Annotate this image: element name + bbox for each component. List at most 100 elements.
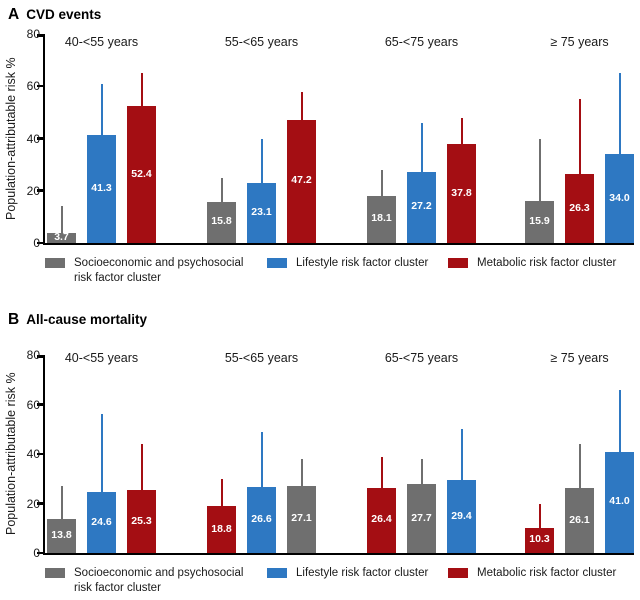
error-bar — [460, 117, 463, 150]
bar-metabolic: 47.2 — [287, 119, 316, 243]
error-bar — [420, 122, 423, 177]
legend-label: Metabolic risk factor cluster — [477, 567, 617, 579]
error-bar — [578, 444, 581, 494]
bar-value-label: 26.3 — [569, 201, 590, 214]
y-axis-tick-label: 80 — [26, 348, 40, 362]
bar-lifestyle: 27.2 — [407, 171, 436, 243]
bar-lifestyle: 41.0 — [605, 451, 634, 553]
age-group-label: 40-<55 years — [64, 351, 139, 365]
bar-value-label: 27.7 — [411, 511, 432, 524]
error-bar — [220, 478, 223, 512]
error-bar — [100, 83, 103, 141]
age-group-label: 65-<75 years — [384, 351, 459, 365]
bar-value-label: 34.0 — [609, 191, 630, 204]
bar-value-label: 23.1 — [251, 205, 272, 218]
error-bar — [460, 429, 463, 486]
y-axis-tick — [36, 502, 43, 505]
error-bar — [60, 206, 63, 239]
bar-value-label: 27.1 — [291, 512, 312, 525]
bar-lifestyle: 29.4 — [447, 480, 476, 553]
legend-label: Metabolic risk factor cluster — [477, 257, 617, 269]
error-bar — [380, 456, 383, 493]
error-bar — [538, 138, 541, 207]
legend-item-lifestyle: Lifestyle risk factor cluster — [267, 256, 428, 271]
age-group-label: ≥ 75 years — [550, 35, 609, 49]
bar-socioeconomic: 13.8 — [47, 518, 76, 553]
bar-lifestyle: 26.6 — [247, 487, 276, 553]
bar-metabolic: 10.3 — [525, 527, 554, 553]
y-axis-tick — [36, 551, 43, 554]
age-group-label: 55-<65 years — [224, 35, 299, 49]
y-axis-tick — [36, 452, 43, 455]
error-bar — [260, 431, 263, 493]
age-group-label: ≥ 75 years — [550, 351, 609, 365]
bar-socioeconomic: 27.7 — [407, 484, 436, 553]
bar-metabolic: 25.3 — [127, 490, 156, 553]
bar-value-label: 27.2 — [411, 200, 432, 213]
legend: Socioeconomic and psychosocial risk fact… — [0, 566, 640, 600]
legend-label: Socioeconomic and psychosocial risk fact… — [74, 567, 244, 594]
bar-socioeconomic: 26.1 — [565, 488, 594, 553]
legend-swatch-lifestyle — [267, 258, 287, 268]
y-axis-tick-label: 0 — [33, 546, 40, 560]
bar-value-label: 26.1 — [569, 513, 590, 526]
panel-all-cause-mortality: B All-cause mortality Population-attribut… — [0, 299, 640, 598]
error-bar — [260, 138, 263, 188]
bar-lifestyle: 24.6 — [87, 492, 116, 553]
y-axis-tick — [36, 34, 43, 37]
y-axis-tick — [36, 189, 43, 192]
bar-value-label: 13.8 — [51, 528, 72, 541]
y-axis-tick-label: 80 — [26, 27, 40, 41]
bar-value-label: 24.6 — [91, 515, 112, 528]
legend-swatch-socioeconomic — [45, 568, 65, 578]
age-group-label: 40-<55 years — [64, 35, 139, 49]
legend-item-metabolic: Metabolic risk factor cluster — [448, 566, 616, 581]
bar-value-label: 18.8 — [211, 522, 232, 535]
legend-label: Lifestyle risk factor cluster — [296, 567, 429, 579]
y-axis-tick-label: 0 — [33, 236, 40, 250]
bar-value-label: 10.3 — [529, 533, 550, 546]
age-group-label: 55-<65 years — [224, 351, 299, 365]
error-bar — [220, 177, 223, 207]
legend-item-socioeconomic: Socioeconomic and psychosocial risk fact… — [45, 256, 264, 286]
y-axis-tick-label: 40 — [26, 131, 40, 146]
error-bar — [100, 414, 103, 498]
error-bar — [618, 73, 621, 160]
bar-value-label: 41.3 — [91, 182, 112, 195]
bar-value-label: 29.4 — [451, 509, 472, 522]
panel-cvd-events: A CVD events Population-attributable risk… — [0, 0, 640, 299]
error-bar — [140, 444, 143, 496]
error-bar — [420, 458, 423, 490]
legend-item-metabolic: Metabolic risk factor cluster — [448, 256, 616, 271]
legend-label: Lifestyle risk factor cluster — [296, 257, 429, 269]
y-axis-tick-label: 20 — [26, 183, 40, 198]
plot-area: 40-<55 years 3.7 41.3 52.4 55-<65 years 15.8 2… — [36, 34, 634, 245]
age-group-label: 65-<75 years — [384, 35, 459, 49]
bar-value-label: 52.4 — [131, 167, 152, 180]
y-axis-tick — [36, 84, 43, 88]
y-axis-tick — [36, 403, 43, 406]
bar-lifestyle: 41.3 — [87, 135, 116, 243]
error-bar — [618, 389, 621, 457]
error-bar — [140, 73, 143, 112]
y-axis-tick — [36, 137, 43, 140]
legend: Socioeconomic and psychosocial risk fact… — [0, 256, 640, 290]
bar-value-label: 47.2 — [291, 174, 312, 187]
legend-swatch-metabolic — [448, 258, 468, 268]
bar-value-label: 41.0 — [609, 495, 630, 508]
error-bar — [538, 503, 541, 533]
error-bar — [300, 458, 303, 491]
bar-value-label: 37.8 — [451, 186, 472, 199]
panel-title-text: CVD events — [26, 7, 102, 22]
bar-value-label: 25.3 — [131, 514, 152, 527]
y-axis-tick-label: 40 — [26, 447, 40, 461]
bar-value-label: 18.1 — [371, 212, 392, 225]
legend-swatch-socioeconomic — [45, 258, 65, 268]
bar-metabolic: 37.8 — [447, 144, 476, 243]
bar-socioeconomic: 27.1 — [287, 485, 316, 553]
bar-metabolic: 18.8 — [207, 506, 236, 553]
plot-area: 40-<55 years 13.8 24.6 25.3 55-<65 years 18.8… — [36, 351, 634, 555]
y-axis-tick — [36, 355, 43, 358]
error-bar — [300, 91, 303, 125]
